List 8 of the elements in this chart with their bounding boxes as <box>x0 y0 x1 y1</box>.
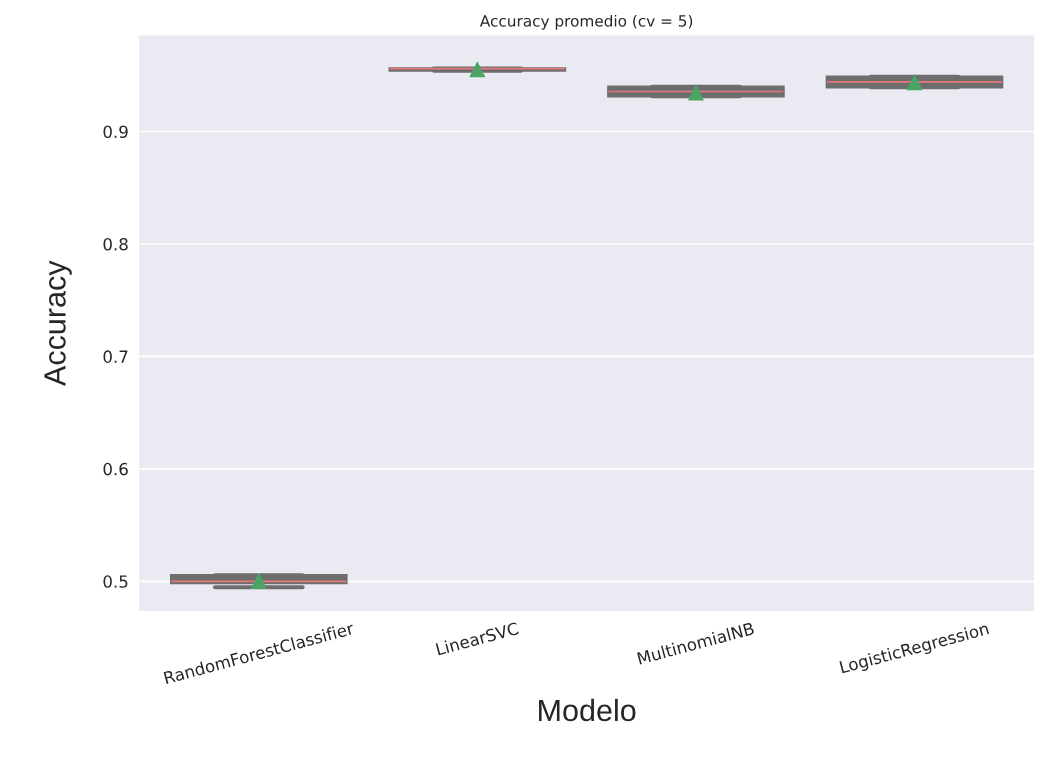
y-tick-label: 0.9 <box>103 125 128 139</box>
x-axis-title: Modelo <box>539 698 636 722</box>
y-tick-label: 0.5 <box>103 575 128 588</box>
chart-title: Accuracy promedio (cv = 5) <box>479 14 693 30</box>
y-axis-title: Accuracy <box>44 260 72 386</box>
y-tick-label: 0.8 <box>103 237 128 251</box>
y-tick-label: 0.7 <box>103 350 128 363</box>
y-tick-label: 0.6 <box>103 462 128 476</box>
